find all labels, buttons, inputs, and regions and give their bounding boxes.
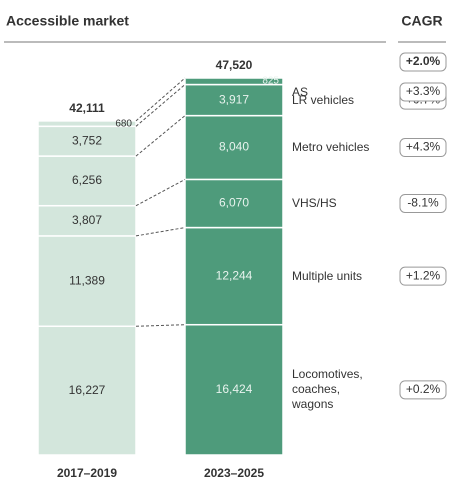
total-label: 42,111 (69, 101, 105, 115)
cagr-header: CAGR (401, 13, 442, 29)
legend-label: Locomotives, coaches, wagons (292, 367, 363, 412)
cagr-label: +0.2% (406, 382, 441, 396)
legend-entry: LR vehicles (292, 92, 355, 107)
legend-label: AS (292, 84, 309, 99)
x-tick-label: 2017–2019 (57, 466, 117, 480)
bar-segment (37, 204, 137, 237)
connector (135, 84, 186, 127)
value-label: 16,227 (69, 383, 106, 397)
value-label: 825 (262, 76, 279, 87)
bar-segment (184, 323, 284, 456)
connector (135, 115, 186, 157)
value-label: 680 (115, 119, 132, 130)
cagr-label: -8.1% (407, 196, 439, 210)
value-label: 6,256 (72, 173, 102, 187)
x-tick-label: 2023–2025 (204, 466, 264, 480)
value-label: 16,424 (216, 382, 253, 396)
legend-label: Multiple units (292, 268, 363, 283)
bar-segment (184, 83, 284, 117)
legend-label: Metro vehicles (292, 140, 370, 154)
value-label: 6,070 (219, 196, 249, 210)
connector (135, 324, 186, 327)
legend-entry: Locomotives, coaches, wagons (292, 367, 363, 412)
connector (135, 77, 186, 122)
value-label: 3,917 (219, 92, 249, 106)
legend-entry: AS (292, 84, 309, 99)
legend-label: LR vehicles (292, 92, 355, 107)
cagr-label: +1.2% (406, 268, 441, 282)
bar-segment (184, 114, 284, 181)
cagr-box (399, 138, 447, 158)
legend-entry: Multiple units (292, 268, 363, 283)
value-label: 12,244 (216, 268, 253, 282)
cagr-box (399, 266, 447, 286)
legend-label: VHS/HS (292, 195, 337, 210)
bar-segment (37, 325, 137, 456)
value-label: 11,389 (69, 273, 105, 287)
total-cagr-label: +2.0% (406, 54, 441, 68)
total-label: 47,520 (216, 58, 253, 72)
legend-entry: VHS/HS (292, 195, 337, 210)
chart-title: Accessible market (6, 13, 129, 29)
value-label: 3,807 (72, 213, 102, 227)
connector (135, 227, 186, 237)
cagr-box (399, 82, 447, 102)
cagr-box (399, 193, 447, 213)
cagr-label: +3.3% (406, 84, 441, 98)
cagr-label: +4.3% (406, 140, 441, 154)
connector (135, 178, 186, 207)
value-label: 3,752 (72, 133, 102, 147)
bar-segment (184, 77, 284, 86)
cagr-box (399, 52, 447, 72)
cagr-box (399, 380, 447, 400)
value-label: 8,040 (219, 140, 249, 154)
bar-segment (37, 120, 137, 128)
legend-entry: Metro vehicles (292, 140, 370, 154)
bar-segment (37, 155, 137, 207)
